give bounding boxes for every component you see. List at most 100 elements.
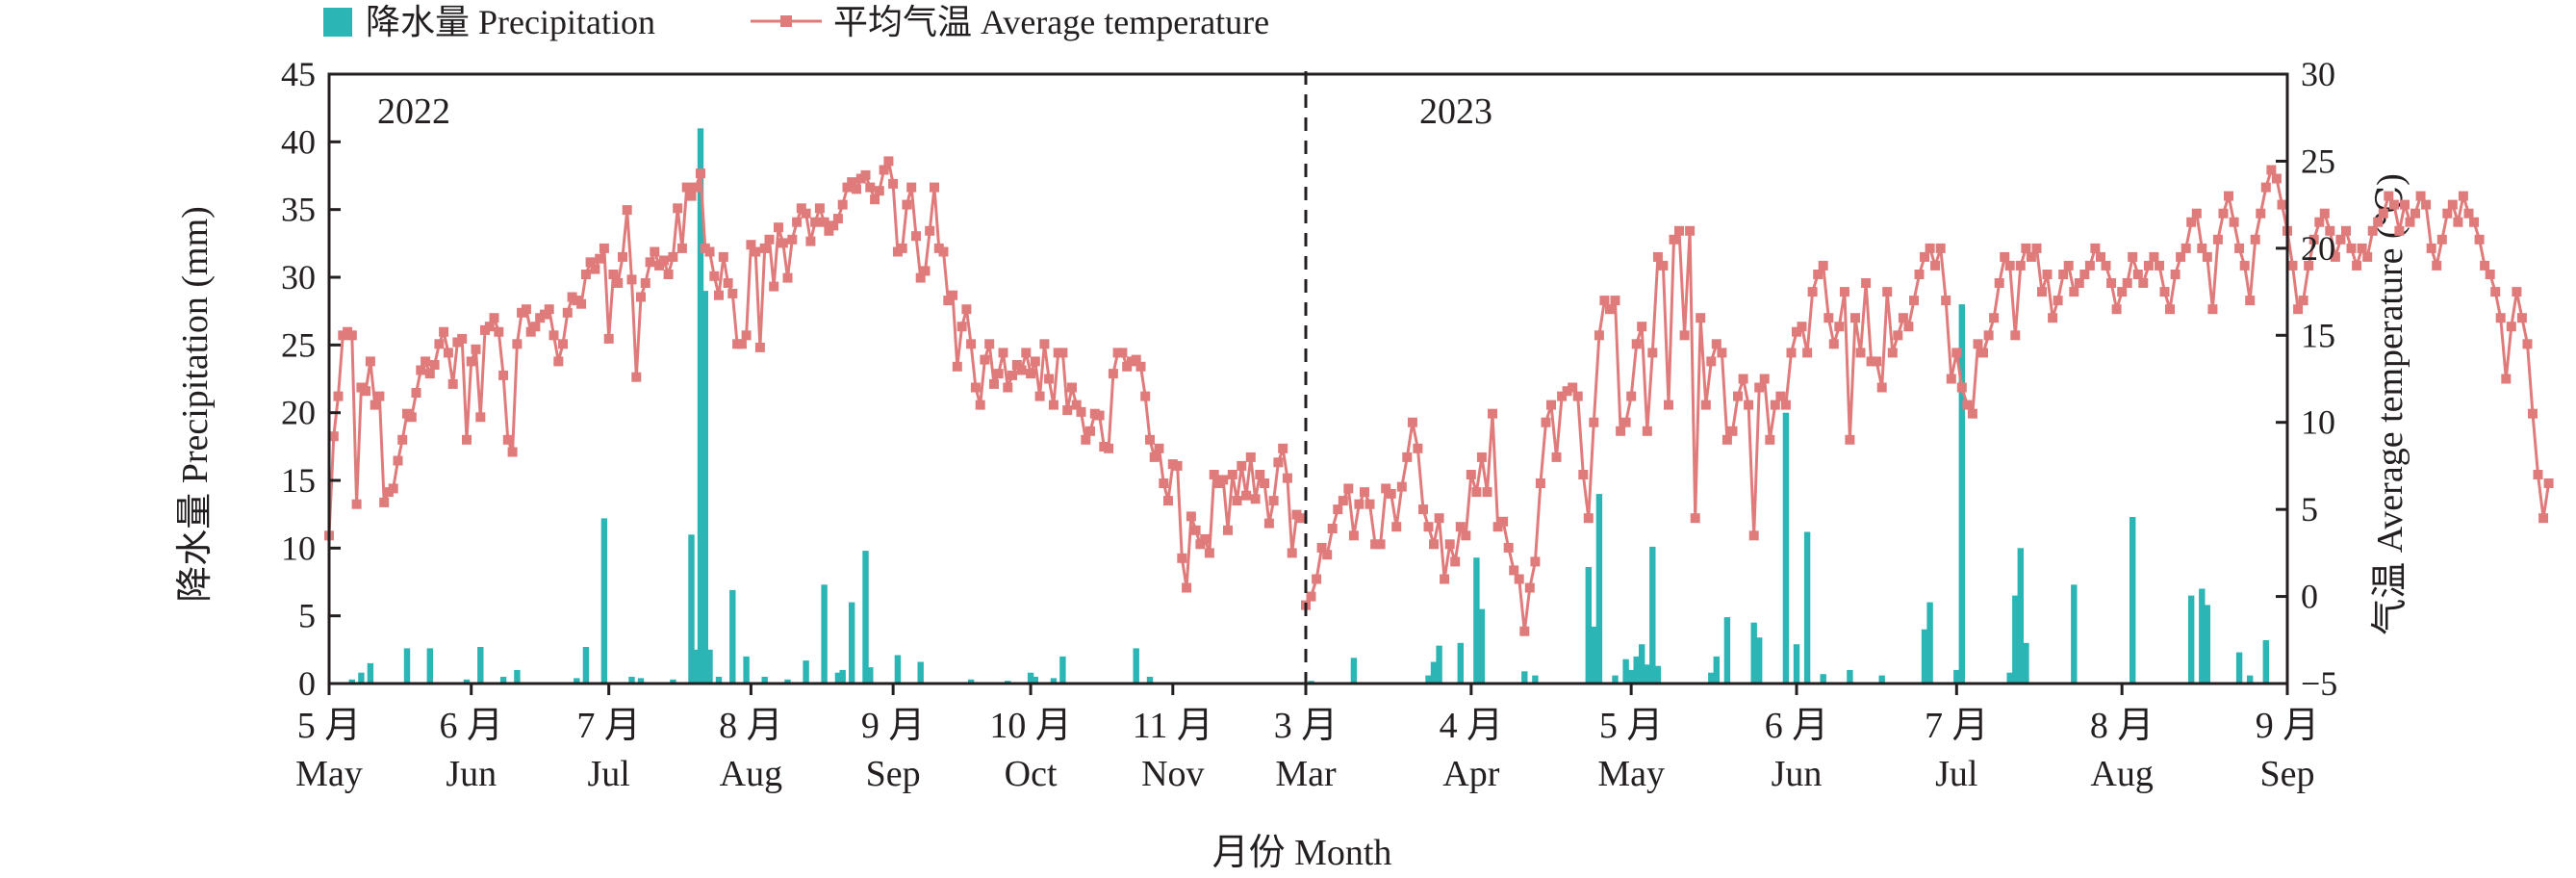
temperature-point — [714, 290, 724, 300]
temperature-point — [2533, 470, 2543, 479]
axis-ticks: 0 5 10 15 20 25 30 35 40 45 −5 0 5 10 15 20 25 30 5 月 May 6 … — [281, 55, 2337, 794]
temperature-point — [1920, 251, 1929, 262]
x-tick-label-cn: 5 月 — [1599, 706, 1664, 746]
temperature-point — [1583, 513, 1594, 524]
temperature-point — [1696, 313, 1706, 323]
x-tick-label-en: Mar — [1275, 754, 1337, 794]
temperature-point — [1365, 499, 1375, 509]
temperature-point — [2474, 234, 2485, 245]
temperature-point — [1946, 374, 1956, 384]
temperature-point — [1941, 296, 1951, 306]
precipitation-bar — [514, 669, 521, 684]
temperature-point — [2442, 208, 2453, 219]
temperature-point — [1081, 434, 1091, 445]
precipitation-bar — [477, 647, 484, 684]
temperature-point — [1312, 574, 1322, 584]
precipitation-bar — [1958, 304, 1965, 684]
temperature-point — [1067, 382, 1077, 393]
temperature-point — [883, 156, 894, 167]
temperature-point — [1828, 339, 1839, 349]
temperature-point — [1268, 496, 1279, 506]
temperature-point — [911, 231, 921, 242]
temperature-point — [1807, 287, 1818, 297]
temperature-point — [640, 278, 650, 288]
temperature-point — [2197, 243, 2207, 253]
temperature-point — [1227, 470, 1237, 479]
temperature-point — [2501, 374, 2512, 384]
temperature-point — [2357, 243, 2367, 253]
y-tick-label-left: 20 — [281, 394, 316, 432]
temperature-point — [1237, 460, 1247, 471]
temperature-point — [553, 356, 564, 367]
temperature-point — [1306, 591, 1316, 602]
temperature-point — [1282, 473, 1292, 483]
temperature-point — [2426, 243, 2436, 253]
temperature-point — [603, 333, 614, 344]
temperature-point — [576, 298, 587, 309]
temperature-point — [1652, 251, 1663, 262]
legend-temperature-marker — [780, 15, 792, 27]
temperature-point — [2010, 330, 2021, 341]
precipitation-bar — [1756, 637, 1763, 684]
temperature-point — [631, 372, 642, 382]
temperature-point — [475, 412, 486, 423]
temperature-point — [1007, 370, 1017, 380]
temperature-point — [1898, 313, 1908, 323]
precipitation-bar — [1723, 617, 1731, 684]
temperature-point — [998, 348, 1008, 358]
temperature-point — [1861, 278, 1872, 288]
temperature-point — [2410, 208, 2420, 219]
x-tick-label-cn: 11 月 — [1133, 706, 1213, 746]
temperature-point — [1327, 524, 1338, 533]
precipitation-bar — [358, 672, 365, 684]
precipitation-bar — [1847, 669, 1853, 684]
temperature-point — [1930, 260, 1941, 271]
temperature-point — [2058, 270, 2069, 279]
temperature-point — [1391, 522, 1402, 532]
y-tick-label-left: 10 — [281, 529, 316, 567]
temperature-point — [2506, 322, 2516, 332]
temperature-point — [1450, 556, 1461, 567]
year-label-2022: 2022 — [377, 91, 450, 132]
temperature-point — [443, 348, 453, 358]
temperature-point — [1263, 518, 1274, 529]
x-tick-label-en: Oct — [1005, 754, 1058, 794]
precipitation-bar — [1878, 675, 1885, 684]
temperature-point — [723, 278, 733, 288]
y-tick-label-right: 20 — [2301, 229, 2335, 268]
temperature-point — [626, 274, 637, 285]
temperature-point — [1711, 339, 1722, 349]
temperature-point — [1204, 548, 1214, 558]
temperature-point — [1232, 496, 1242, 506]
precipitation-bar — [1644, 664, 1650, 684]
temperature-point — [1370, 539, 1381, 550]
temperature-point — [1669, 234, 1679, 245]
temperature-point — [1003, 382, 1013, 393]
temperature-point — [1260, 478, 1270, 488]
x-tick-label-en: Sep — [2260, 754, 2315, 794]
temperature-point — [2480, 260, 2490, 271]
temperature-point — [2245, 296, 2256, 306]
temperature-point — [393, 455, 403, 466]
temperature-point — [2512, 287, 2522, 297]
temperature-point — [1034, 391, 1045, 401]
temperature-point — [1145, 434, 1155, 445]
temperature-point — [1818, 260, 1828, 271]
temperature-point — [1679, 330, 1690, 341]
temperature-point — [1872, 356, 1882, 367]
temperature-point — [1610, 296, 1620, 306]
temperature-point — [1044, 374, 1055, 384]
temperature-point — [819, 217, 829, 227]
temperature-point — [2122, 278, 2132, 288]
temperature-point — [1375, 539, 1386, 550]
temperature-point — [1786, 348, 1797, 358]
y-tick-label-right: 10 — [2301, 403, 2335, 442]
x-tick-label-cn: 3 月 — [1274, 706, 1339, 746]
precipitation-bar — [1050, 678, 1058, 684]
precipitation-bar — [2247, 675, 2254, 684]
temperature-point — [1978, 348, 1988, 358]
temperature-point — [1727, 426, 1738, 436]
precipitation-bar — [2130, 517, 2136, 684]
temperature-point — [2266, 165, 2277, 175]
